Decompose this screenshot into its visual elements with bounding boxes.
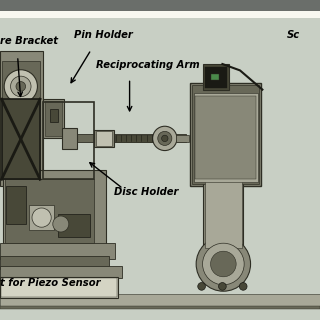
Bar	[6, 186, 26, 224]
Bar	[29, 205, 54, 230]
Bar	[0, 306, 320, 309]
Bar	[176, 135, 189, 142]
Circle shape	[16, 82, 26, 91]
Bar	[205, 67, 227, 88]
Bar	[43, 99, 64, 138]
Circle shape	[4, 70, 37, 103]
Bar	[5, 179, 94, 243]
Circle shape	[203, 243, 244, 285]
Bar	[0, 243, 115, 259]
Circle shape	[162, 135, 168, 141]
Bar	[50, 109, 58, 122]
Bar	[0, 11, 320, 18]
Bar	[45, 101, 62, 136]
Bar	[0, 0, 320, 11]
Circle shape	[158, 131, 172, 145]
Circle shape	[211, 251, 236, 277]
Text: Sc: Sc	[286, 30, 300, 40]
Bar	[0, 294, 320, 307]
Bar	[203, 64, 229, 90]
Bar	[0, 256, 109, 269]
Circle shape	[198, 283, 205, 290]
Bar	[3, 170, 106, 250]
Bar	[62, 128, 77, 149]
Bar	[43, 102, 94, 179]
Bar	[205, 181, 242, 248]
Bar	[64, 134, 186, 142]
Circle shape	[239, 283, 247, 290]
Text: Pin Holder: Pin Holder	[74, 30, 132, 40]
Bar	[0, 266, 122, 278]
Bar	[94, 130, 114, 147]
Circle shape	[153, 126, 177, 151]
Text: Disc Holder: Disc Holder	[114, 187, 178, 197]
Bar	[192, 85, 259, 184]
Bar	[195, 96, 256, 179]
Bar	[190, 83, 261, 186]
Bar	[2, 99, 40, 179]
Circle shape	[32, 208, 51, 227]
Text: t for Piezo Sensor: t for Piezo Sensor	[0, 278, 100, 288]
Circle shape	[196, 237, 251, 291]
Bar	[211, 74, 219, 80]
Bar	[96, 131, 112, 146]
Circle shape	[219, 283, 226, 290]
Text: Reciprocating Arm: Reciprocating Arm	[96, 60, 200, 70]
Bar	[0, 51, 43, 186]
Bar	[58, 214, 90, 237]
Circle shape	[11, 76, 31, 97]
Bar	[2, 61, 40, 179]
Bar	[194, 93, 258, 182]
Bar	[1, 278, 117, 297]
Bar	[0, 277, 118, 298]
Text: re Bracket: re Bracket	[0, 36, 58, 46]
Bar	[203, 179, 243, 250]
Bar	[115, 135, 160, 142]
Circle shape	[53, 216, 69, 232]
